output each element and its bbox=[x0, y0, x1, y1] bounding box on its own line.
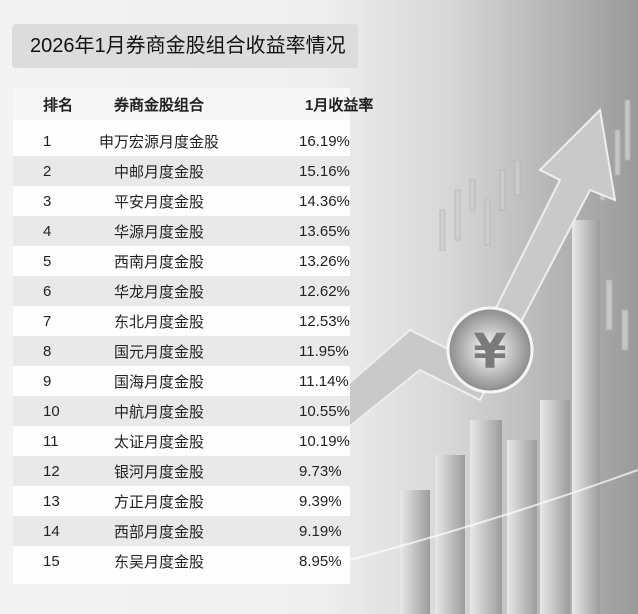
rank-cell: 4 bbox=[43, 222, 52, 240]
portfolio-cell: 中邮月度金股 bbox=[113, 163, 204, 181]
table-row: 4 华源月度金股 13.65% bbox=[13, 216, 350, 246]
portfolio-cell: 中航月度金股 bbox=[113, 403, 204, 421]
header-portfolio: 券商金股组合 bbox=[113, 96, 204, 114]
table-row: 15 东吴月度金股 8.95% bbox=[13, 546, 350, 576]
table-row: 13 方正月度金股 9.39% bbox=[13, 486, 350, 516]
portfolio-cell: 西南月度金股 bbox=[113, 253, 204, 271]
rank-cell: 3 bbox=[43, 192, 52, 210]
rank-cell: 5 bbox=[43, 252, 52, 270]
portfolio-cell: 平安月度金股 bbox=[113, 193, 204, 211]
table-row: 14 西部月度金股 9.19% bbox=[13, 516, 350, 546]
page-title: 2026年1月券商金股组合收益率情况 bbox=[30, 35, 346, 57]
table-row: 7 东北月度金股 12.53% bbox=[13, 306, 350, 336]
portfolio-cell: 东北月度金股 bbox=[113, 313, 204, 331]
table-row: 12 银河月度金股 9.73% bbox=[13, 456, 350, 486]
portfolio-cell: 国海月度金股 bbox=[113, 373, 204, 391]
return-cell: 11.14% bbox=[299, 372, 349, 390]
rank-cell: 7 bbox=[43, 312, 52, 330]
table-row: 10 中航月度金股 10.55% bbox=[13, 396, 350, 426]
return-cell: 13.26% bbox=[299, 252, 350, 270]
return-cell: 12.62% bbox=[299, 282, 350, 300]
rank-cell: 2 bbox=[43, 162, 52, 180]
return-cell: 9.73% bbox=[299, 462, 342, 480]
return-cell: 13.65% bbox=[299, 222, 350, 240]
portfolio-cell: 华龙月度金股 bbox=[113, 283, 204, 301]
rank-cell: 1 bbox=[43, 132, 52, 150]
return-cell: 16.19% bbox=[299, 132, 350, 150]
portfolio-cell: 银河月度金股 bbox=[113, 463, 204, 481]
portfolio-cell: 东吴月度金股 bbox=[113, 553, 204, 571]
rank-cell: 11 bbox=[43, 432, 59, 450]
table-row: 3 平安月度金股 14.36% bbox=[13, 186, 350, 216]
rank-cell: 10 bbox=[43, 402, 60, 420]
return-cell: 9.19% bbox=[299, 522, 342, 540]
rank-cell: 9 bbox=[43, 372, 52, 390]
portfolio-cell: 太证月度金股 bbox=[113, 433, 204, 451]
svg-text:¥: ¥ bbox=[473, 324, 506, 380]
table-row: 6 华龙月度金股 12.62% bbox=[13, 276, 350, 306]
return-cell: 12.53% bbox=[299, 312, 350, 330]
table-row: 9 国海月度金股 11.14% bbox=[13, 366, 350, 396]
return-cell: 10.55% bbox=[299, 402, 350, 420]
rank-cell: 12 bbox=[43, 462, 60, 480]
return-cell: 14.36% bbox=[299, 192, 350, 210]
return-cell: 15.16% bbox=[299, 162, 350, 180]
return-cell: 9.39% bbox=[299, 492, 342, 510]
table-row: 2 中邮月度金股 15.16% bbox=[13, 156, 350, 186]
rank-cell: 13 bbox=[43, 492, 60, 510]
glow-line bbox=[349, 469, 638, 561]
yuan-coin-icon: ¥ bbox=[446, 306, 534, 394]
title-box: 2026年1月券商金股组合收益率情况 bbox=[12, 24, 358, 68]
portfolio-cell: 方正月度金股 bbox=[113, 493, 204, 511]
table-row: 5 西南月度金股 13.26% bbox=[13, 246, 350, 276]
header-rank: 排名 bbox=[43, 96, 74, 114]
table-row: 11 太证月度金股 10.19% bbox=[13, 426, 350, 456]
header-return: 1月收益率 bbox=[305, 96, 374, 114]
ranking-table: 排名 券商金股组合 1月收益率 1 申万宏源月度金股 16.19% 2 中邮月度金股 15… bbox=[13, 88, 374, 584]
return-cell: 8.95% bbox=[299, 552, 342, 570]
rank-cell: 6 bbox=[43, 282, 52, 300]
rank-cell: 15 bbox=[43, 552, 60, 570]
portfolio-cell: 申万宏源月度金股 bbox=[98, 133, 219, 151]
table-row: 8 国元月度金股 11.95% bbox=[13, 336, 350, 366]
table-row: 1 申万宏源月度金股 16.19% bbox=[13, 126, 350, 156]
portfolio-cell: 华源月度金股 bbox=[113, 223, 204, 241]
rank-cell: 8 bbox=[43, 342, 52, 360]
portfolio-cell: 西部月度金股 bbox=[113, 523, 204, 541]
table-header: 排名 券商金股组合 1月收益率 bbox=[13, 88, 374, 120]
bar-chart-icon bbox=[400, 220, 600, 614]
rank-cell: 14 bbox=[43, 522, 60, 540]
return-cell: 11.95% bbox=[299, 342, 349, 360]
return-cell: 10.19% bbox=[299, 432, 350, 450]
portfolio-cell: 国元月度金股 bbox=[113, 343, 204, 361]
